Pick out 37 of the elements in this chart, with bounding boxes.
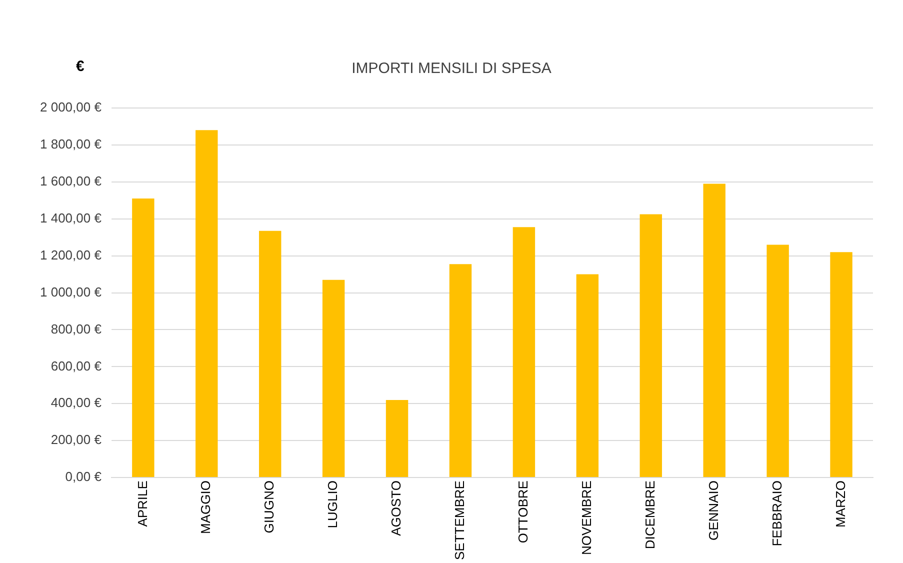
x-tick-label: SETTEMBRE (452, 480, 468, 560)
bar (703, 184, 726, 478)
x-tick-label: APRILE (134, 480, 150, 527)
bar (640, 214, 662, 478)
y-tick-label: 1 200,00 € (40, 247, 102, 262)
y-tick-label: 2 000,00 € (40, 100, 102, 115)
y-tick-label: 600,00 € (50, 358, 102, 374)
bar (766, 244, 789, 478)
y-tick-label: 1 600,00 € (40, 173, 102, 188)
x-tick-label: MARZO (832, 480, 848, 528)
y-tick-label: 800,00 € (50, 321, 102, 336)
bar (576, 274, 599, 478)
bar (449, 264, 472, 478)
x-tick-label: GIUGNO (262, 480, 277, 534)
y-tick-label: 1 000,00 € (40, 284, 102, 300)
y-tick-label: 1 400,00 € (40, 210, 102, 226)
bar (196, 130, 218, 478)
bar (386, 400, 408, 478)
y-tick-label: 200,00 € (50, 432, 102, 448)
y-axis-title: € (76, 58, 84, 75)
x-tick-label: MAGGIO (198, 480, 214, 534)
chart-title: IMPORTI MENSILI DI SPESA (352, 60, 552, 78)
x-tick-label: FEBBRAIO (769, 480, 784, 546)
bar (512, 227, 536, 478)
y-tick-label: 0,00 € (65, 469, 102, 484)
bar (830, 252, 852, 478)
x-tick-label: DICEMBRE (642, 480, 658, 550)
x-tick-label: LUGLIO (325, 480, 340, 528)
bar (132, 198, 154, 478)
bar (322, 280, 345, 478)
y-tick-label: 400,00 € (50, 395, 102, 410)
x-tick-label: AGOSTO (388, 480, 404, 536)
bar (258, 230, 282, 478)
x-tick-label: GENNAIO (706, 480, 721, 541)
y-tick-label: 1 800,00 € (40, 136, 102, 152)
x-tick-label: NOVEMBRE (578, 480, 594, 555)
x-tick-label: OTTOBRE (516, 480, 531, 544)
